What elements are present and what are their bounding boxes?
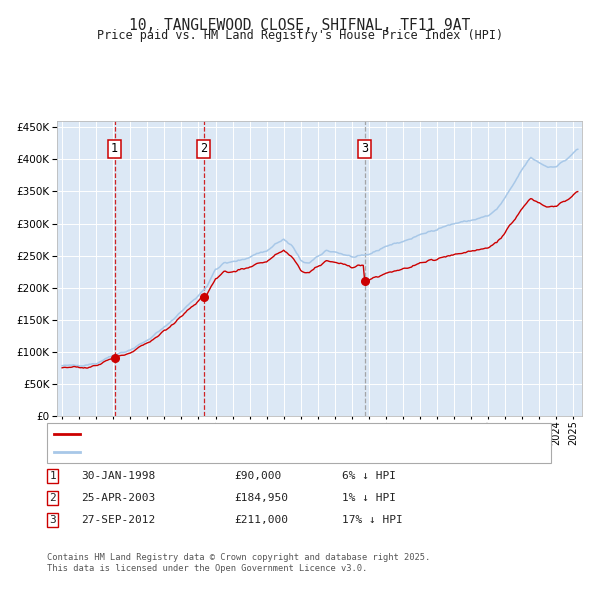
Text: 3: 3	[49, 515, 56, 525]
Text: £211,000: £211,000	[234, 515, 288, 525]
Text: 6% ↓ HPI: 6% ↓ HPI	[342, 471, 396, 481]
Text: HPI: Average price, detached house, Shropshire: HPI: Average price, detached house, Shro…	[85, 447, 372, 457]
Text: 2: 2	[49, 493, 56, 503]
Text: 25-APR-2003: 25-APR-2003	[81, 493, 155, 503]
Text: 10, TANGLEWOOD CLOSE, SHIFNAL, TF11 9AT (detached house): 10, TANGLEWOOD CLOSE, SHIFNAL, TF11 9AT …	[85, 430, 434, 440]
Text: 17% ↓ HPI: 17% ↓ HPI	[342, 515, 403, 525]
Text: 27-SEP-2012: 27-SEP-2012	[81, 515, 155, 525]
Text: 30-JAN-1998: 30-JAN-1998	[81, 471, 155, 481]
Text: 2: 2	[200, 142, 208, 156]
Text: £90,000: £90,000	[234, 471, 281, 481]
Text: 1% ↓ HPI: 1% ↓ HPI	[342, 493, 396, 503]
Text: 1: 1	[49, 471, 56, 481]
Text: Price paid vs. HM Land Registry's House Price Index (HPI): Price paid vs. HM Land Registry's House …	[97, 30, 503, 42]
Text: 3: 3	[361, 142, 368, 156]
Text: 10, TANGLEWOOD CLOSE, SHIFNAL, TF11 9AT: 10, TANGLEWOOD CLOSE, SHIFNAL, TF11 9AT	[130, 18, 470, 32]
Text: Contains HM Land Registry data © Crown copyright and database right 2025.
This d: Contains HM Land Registry data © Crown c…	[47, 553, 430, 573]
Text: £184,950: £184,950	[234, 493, 288, 503]
Text: 1: 1	[111, 142, 118, 156]
